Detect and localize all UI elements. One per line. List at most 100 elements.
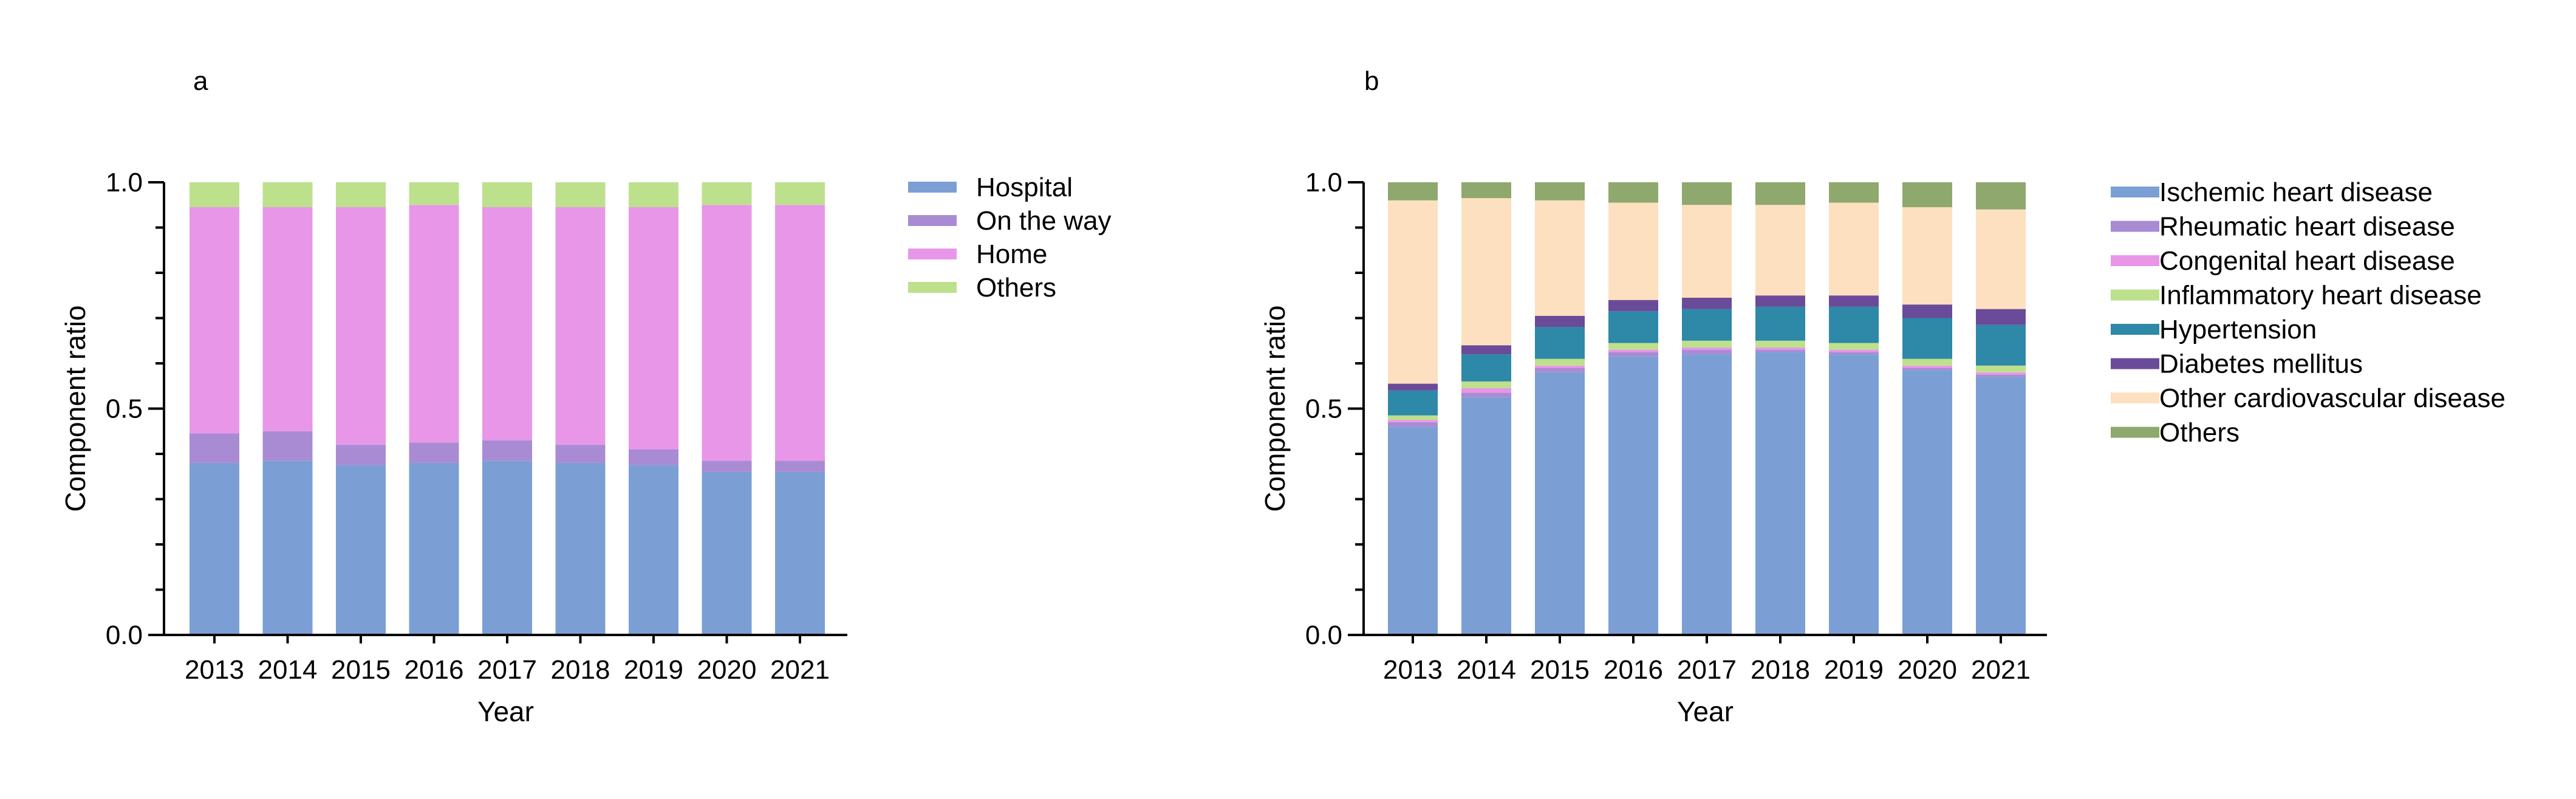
legend-label-rheumatic-heart-disease: Rheumatic heart disease	[2159, 212, 2455, 242]
bar-2017-home	[482, 207, 532, 441]
bar-2018-hypertension	[1755, 306, 1805, 341]
bar-2018-home	[555, 207, 606, 445]
bar-2015-ischemic-heart-disease	[1535, 372, 1585, 635]
bar-2017-on-the-way	[482, 440, 532, 461]
bar-2013-diabetes-mellitus	[1388, 383, 1438, 391]
y-tick-label: 1.0	[106, 168, 143, 197]
bar-2013-inflammatory-heart-disease	[1388, 415, 1438, 420]
bar-2018-ischemic-heart-disease	[1755, 352, 1805, 635]
bar-2014-rheumatic-heart-disease	[1461, 393, 1511, 397]
bar-2018-diabetes-mellitus	[1755, 295, 1805, 307]
bar-2016-diabetes-mellitus	[1608, 300, 1658, 312]
bar-2015-hospital	[336, 465, 386, 635]
bar-2021-home	[775, 205, 825, 461]
x-tick-label-2017: 2017	[477, 655, 537, 685]
bar-2017-others	[482, 182, 532, 207]
bar-2019-congenital-heart-disease	[1829, 349, 1879, 352]
y-tick-label: 0.5	[1305, 394, 1342, 424]
legend: Ischemic heart disease Rheumatic heart di…	[2111, 177, 2506, 448]
bar-2019-others	[1829, 182, 1879, 203]
x-tick-label-2015: 2015	[331, 655, 391, 685]
bar-2021-others	[775, 182, 825, 205]
x-tick-label-2019: 2019	[624, 655, 683, 685]
x-tick-label-2021: 2021	[770, 655, 830, 685]
bar-2015-hypertension	[1535, 327, 1585, 359]
bar-2013-on-the-way	[190, 433, 239, 463]
legend-label-inflammatory-heart-disease: Inflammatory heart disease	[2159, 281, 2482, 310]
bar-2018-others	[1755, 182, 1805, 205]
bar-2018-hospital	[555, 462, 606, 635]
legend-swatch-others	[908, 282, 957, 293]
legend-swatch-hypertension	[2111, 324, 2159, 335]
bar-2020-others	[702, 182, 752, 205]
bar-2013-rheumatic-heart-disease	[1388, 422, 1438, 427]
y-tick-label: 1.0	[1305, 168, 1342, 197]
bar-2015-others	[1535, 182, 1585, 201]
legend-swatch-home	[908, 249, 957, 259]
bar-2013-hospital	[190, 462, 239, 635]
bar-2020-home	[702, 205, 752, 461]
bar-2016-home	[409, 205, 459, 443]
bar-2020-congenital-heart-disease	[1902, 365, 1952, 368]
bar-2020-inflammatory-heart-disease	[1902, 358, 1952, 366]
bar-2017-other-cardiovascular-disease	[1682, 205, 1732, 298]
bar-2021-hospital	[775, 472, 825, 635]
legend-swatch-ischemic-heart-disease	[2111, 187, 2159, 197]
bar-2021-other-cardiovascular-disease	[1976, 209, 2026, 309]
bar-2021-ischemic-heart-disease	[1976, 377, 2026, 635]
bar-2020-hospital	[702, 472, 752, 635]
bar-2014-home	[262, 207, 313, 431]
bar-2016-hospital	[409, 462, 459, 635]
bar-2017-hospital	[482, 461, 532, 635]
bar-2014-hospital	[262, 461, 313, 635]
bar-2015-other-cardiovascular-disease	[1535, 200, 1585, 316]
panel-b-chart: b 2013 2014 2015 2016 2017 2018 2019 2020 2021 0.0…	[1259, 66, 2506, 727]
bar-2020-ischemic-heart-disease	[1902, 370, 1952, 635]
x-tick-label-2018: 2018	[551, 655, 610, 685]
x-tick-label-2016: 2016	[1604, 655, 1663, 685]
bar-2017-inflammatory-heart-disease	[1682, 340, 1732, 348]
bar-2014-others	[1461, 182, 1511, 199]
bar-2017-ischemic-heart-disease	[1682, 354, 1732, 635]
legend-swatch-hospital	[908, 182, 957, 193]
bar-2021-rheumatic-heart-disease	[1976, 374, 2026, 377]
bar-2013-hypertension	[1388, 390, 1438, 416]
bar-2015-on-the-way	[336, 445, 386, 465]
bar-2018-congenital-heart-disease	[1755, 347, 1805, 350]
legend-swatch-rheumatic-heart-disease	[2111, 221, 2159, 232]
bar-2016-congenital-heart-disease	[1608, 349, 1658, 352]
x-tick-label-2020: 2020	[697, 655, 757, 685]
bar-2019-on-the-way	[629, 449, 678, 465]
legend-label-others: Others	[976, 273, 1056, 303]
legend-swatch-other-cardiovascular-disease	[2111, 393, 2159, 403]
bar-2016-hypertension	[1608, 311, 1658, 343]
legend-label-ischemic-heart-disease: Ischemic heart disease	[2159, 177, 2433, 207]
bar-2021-hypertension	[1976, 324, 2026, 366]
legend-label-other-cardiovascular-disease: Other cardiovascular disease	[2159, 383, 2506, 413]
y-tick-label: 0.5	[106, 394, 143, 424]
bar-2017-congenital-heart-disease	[1682, 347, 1732, 350]
bar-2015-inflammatory-heart-disease	[1535, 358, 1585, 366]
bar-2015-rheumatic-heart-disease	[1535, 368, 1585, 372]
bar-2018-others	[555, 182, 606, 207]
bar-2013-others	[1388, 182, 1438, 201]
bar-2020-rheumatic-heart-disease	[1902, 368, 1952, 371]
bar-2016-other-cardiovascular-disease	[1608, 202, 1658, 300]
bar-2015-congenital-heart-disease	[1535, 365, 1585, 368]
legend-swatch-inflammatory-heart-disease	[2111, 289, 2159, 301]
legend-label-home: Home	[976, 239, 1047, 269]
bar-2019-hypertension	[1829, 306, 1879, 343]
bar-2017-hypertension	[1682, 309, 1732, 341]
bar-2013-ischemic-heart-disease	[1388, 427, 1438, 635]
legend-label-hospital: Hospital	[976, 173, 1073, 202]
bar-2018-rheumatic-heart-disease	[1755, 349, 1805, 352]
bar-2013-congenital-heart-disease	[1388, 420, 1438, 422]
bar-2021-inflammatory-heart-disease	[1976, 365, 2026, 372]
bar-2014-on-the-way	[262, 431, 313, 461]
bar-2018-other-cardiovascular-disease	[1755, 205, 1805, 296]
legend-label-hypertension: Hypertension	[2159, 315, 2317, 345]
bar-2016-others	[409, 182, 459, 205]
x-tick-label-2013: 2013	[1383, 655, 1443, 685]
y-tick-label: 0.0	[1305, 620, 1342, 650]
